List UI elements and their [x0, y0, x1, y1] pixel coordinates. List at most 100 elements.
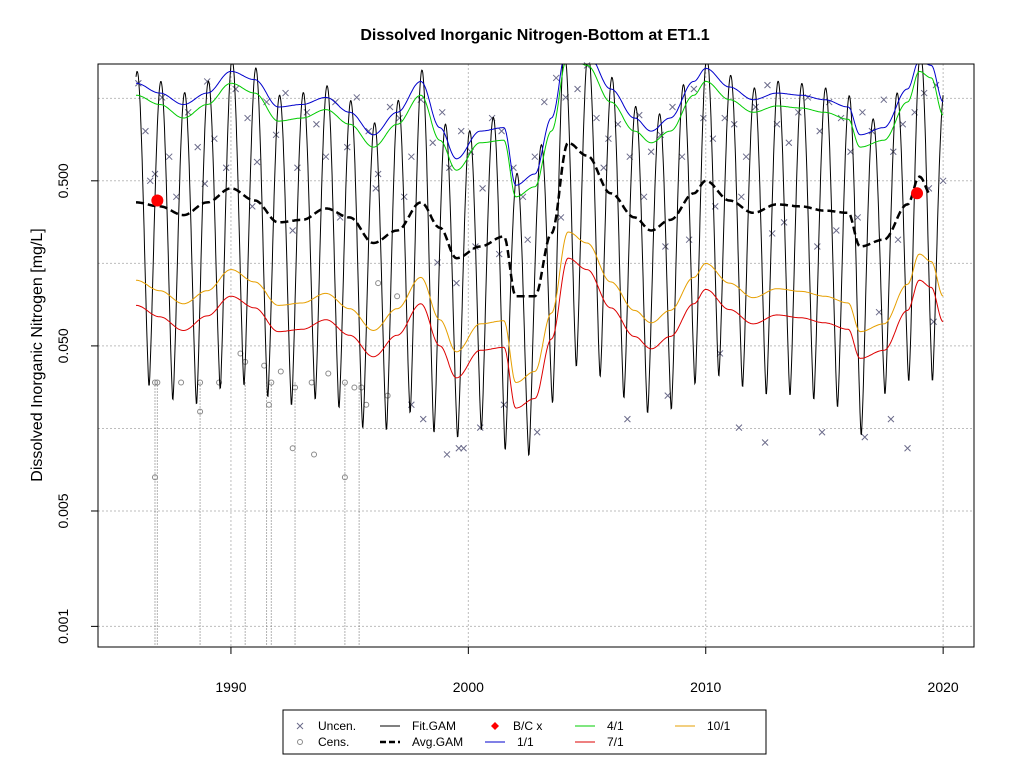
- uncensored-point: [165, 153, 173, 161]
- uncensored-point: [303, 108, 311, 116]
- uncensored-point: [194, 143, 202, 151]
- uncensored-point: [899, 120, 907, 128]
- uncensored-point: [904, 444, 911, 452]
- uncensored-point: [894, 236, 902, 244]
- censored-point: [289, 445, 296, 452]
- legend-item-bc: B/C x: [491, 719, 542, 733]
- uncensored-point: [244, 114, 251, 122]
- grid-lines: [98, 64, 974, 647]
- uncensored-point: [184, 108, 192, 116]
- legend-symbol: [491, 722, 499, 730]
- uncensored-point: [640, 193, 648, 201]
- uncensored-point: [761, 439, 769, 446]
- uncensored-point: [657, 131, 664, 139]
- uncensored-point: [253, 158, 261, 166]
- censored-point: [358, 384, 365, 391]
- uncensored-point: [142, 127, 149, 135]
- uncensored-point: [438, 108, 446, 116]
- legend-label: 10/1: [707, 719, 731, 733]
- chart-title: Dissolved Inorganic Nitrogen-Bottom at E…: [360, 27, 709, 44]
- uncensored-point: [880, 96, 888, 104]
- uncensored-point: [794, 108, 802, 116]
- censored-point: [154, 379, 161, 386]
- uncensored-point: [282, 89, 289, 97]
- uncensored-point: [832, 227, 840, 234]
- series-line-1-1: [135, 63, 944, 186]
- y-tick-label: 0.500: [55, 163, 71, 198]
- legend-label: 1/1: [517, 735, 534, 749]
- uncensored-point: [400, 193, 408, 201]
- legend-item-cens: Cens.: [297, 735, 349, 749]
- uncensored-point: [574, 85, 581, 93]
- uncensored-point: [353, 94, 361, 101]
- legend-item-uncen: Uncen.: [296, 719, 356, 733]
- uncensored-point: [939, 177, 947, 185]
- uncensored-point: [443, 451, 451, 458]
- censored-point: [151, 379, 158, 386]
- legend-label: Uncen.: [318, 719, 356, 733]
- censored-point: [341, 379, 348, 386]
- uncensored-point: [742, 153, 750, 161]
- bc-point: [151, 194, 164, 207]
- avg-gam-line: [136, 141, 932, 298]
- fit-gam-line: [135, 63, 944, 457]
- censored-point: [311, 451, 318, 458]
- uncensored-point: [685, 236, 693, 244]
- uncensored-point: [690, 85, 698, 93]
- censored-point: [394, 293, 401, 300]
- uncensored-point: [875, 308, 883, 316]
- uncensored-point: [396, 114, 403, 122]
- legend-item-s71: 7/1: [575, 735, 624, 749]
- uncensored-point: [222, 164, 230, 172]
- uncensored-point: [664, 392, 672, 399]
- uncensored-point: [859, 108, 866, 116]
- uncensored-point: [453, 279, 460, 287]
- uncensored-point: [498, 127, 505, 135]
- uncensored-point: [662, 243, 669, 250]
- censored-point: [197, 408, 204, 415]
- y-tick-label: 0.005: [55, 493, 71, 528]
- uncensored-point: [647, 148, 655, 156]
- series-line-4-1: [135, 63, 944, 198]
- uncensored-point: [552, 74, 560, 82]
- uncensored-point: [479, 185, 486, 192]
- legend-label: Avg.GAM: [412, 735, 463, 749]
- uncensored-point: [600, 164, 608, 172]
- legend-label: B/C x: [513, 719, 542, 733]
- uncensored-point: [386, 103, 394, 111]
- uncensored-point: [294, 164, 301, 172]
- x-tick-label: 2020: [928, 679, 959, 695]
- uncensored-point: [861, 433, 869, 441]
- uncensored-point: [419, 415, 427, 423]
- x-tick-label: 2010: [690, 679, 721, 695]
- x-tick-label: 2000: [453, 679, 484, 695]
- uncensored-point: [593, 114, 600, 122]
- uncensored-point: [764, 81, 771, 89]
- uncensored-point: [735, 424, 743, 431]
- x-tick-label: 1990: [215, 679, 246, 695]
- censored-point: [375, 280, 382, 287]
- axes: 1990 2000 2010 2020 0.001 0.005 0.050 0.500: [55, 163, 959, 695]
- uncensored-point: [313, 120, 320, 128]
- legend-item-s11: 1/1: [485, 735, 534, 749]
- uncensored-point: [605, 135, 612, 143]
- legend-item-s41: 4/1: [575, 719, 624, 733]
- uncensored-point: [151, 170, 159, 178]
- uncensored-point: [813, 243, 821, 250]
- uncensored-point: [854, 214, 862, 221]
- censored-point: [178, 379, 185, 386]
- uncensored-point: [232, 85, 240, 93]
- censored-point: [265, 401, 272, 408]
- uncensored-point: [322, 153, 330, 161]
- censored-point: [325, 370, 332, 377]
- plot-area: [135, 62, 947, 647]
- uncensored-point: [669, 103, 676, 111]
- uncensored-point: [678, 153, 686, 161]
- uncensored-point: [752, 103, 759, 111]
- uncensored-point: [408, 153, 415, 161]
- uncensored-point: [785, 139, 793, 147]
- uncensored-point: [780, 219, 788, 226]
- uncensored-point: [709, 135, 717, 143]
- legend-label: 4/1: [607, 719, 624, 733]
- uncensored-point: [768, 230, 776, 237]
